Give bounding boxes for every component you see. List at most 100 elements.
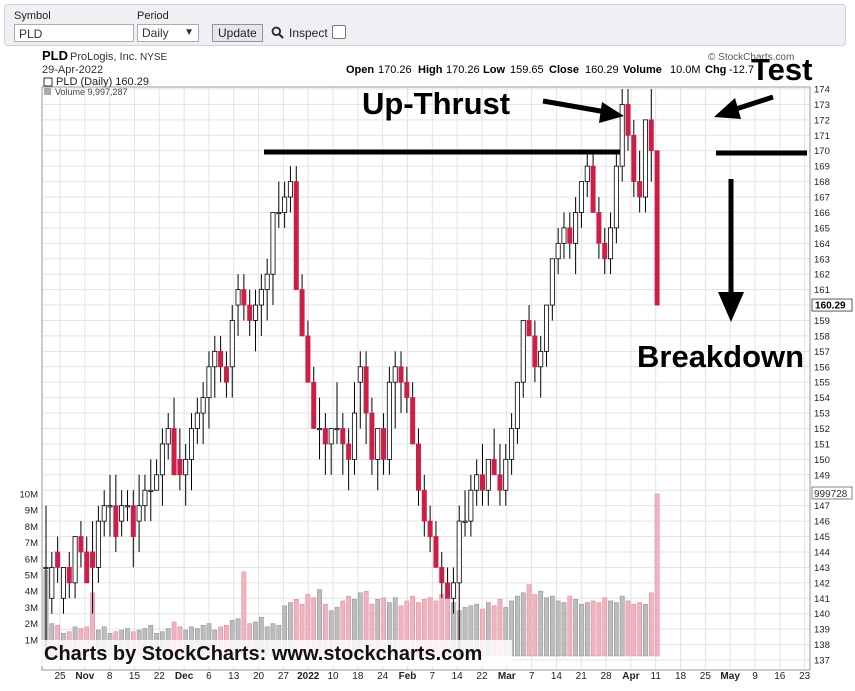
update-button[interactable]: Update	[212, 24, 263, 42]
candle-body	[136, 505, 142, 522]
date-tick-label: 11	[651, 671, 662, 682]
exchange: NYSE	[140, 52, 168, 63]
candle-body	[258, 289, 264, 306]
candle-body	[555, 242, 561, 260]
chart-area: 1371381391401411421431441451461471481491…	[0, 46, 855, 686]
candle-body	[270, 212, 276, 275]
candle-body	[299, 289, 305, 337]
inspect-checkbox[interactable]	[332, 25, 346, 39]
date-tick-label: 13	[228, 671, 240, 682]
candle-body	[322, 428, 328, 445]
volume-bar	[561, 602, 567, 657]
candle-body	[433, 536, 439, 568]
date-tick-label: 9	[752, 671, 758, 682]
candle-body	[247, 304, 253, 321]
candle-body	[497, 474, 503, 491]
volume-bars	[43, 493, 660, 657]
candle-body	[526, 320, 532, 337]
volume-bar	[579, 603, 584, 657]
volume-tick-label: 9M	[25, 506, 38, 517]
price-tick-label: 152	[814, 424, 830, 435]
upthrust-label: Up-Thrust	[362, 86, 510, 121]
candle-body	[375, 428, 381, 460]
low-label: Low	[483, 64, 505, 76]
breakdown-arrow	[718, 179, 744, 322]
candle-body	[637, 181, 643, 198]
price-tick-label: 154	[814, 393, 830, 404]
price-tag: 160.29	[811, 298, 853, 312]
candle-body	[456, 520, 462, 584]
chevron-down-icon: ▼	[184, 27, 194, 38]
date-tick-label: 14	[551, 671, 563, 682]
price-legend: PLD (Daily) 160.29	[56, 76, 149, 88]
chart-date: 29-Apr-2022	[42, 64, 103, 76]
price-tick-label: 157	[814, 347, 830, 358]
candle-body	[351, 412, 357, 460]
candle-body	[439, 567, 445, 584]
date-tick-label: Feb	[399, 671, 417, 682]
period-select[interactable]: Daily ▼	[137, 24, 199, 42]
candle-body	[188, 428, 194, 460]
candle-body	[445, 582, 451, 599]
volume-bar	[538, 590, 544, 657]
candle-body	[235, 289, 241, 306]
candles	[43, 89, 660, 660]
candle-body	[608, 227, 614, 260]
volume-bar	[573, 599, 578, 657]
date-tick-label: 28	[600, 671, 612, 682]
candle-body	[264, 273, 270, 291]
candle-body	[485, 458, 491, 491]
candle-body	[654, 150, 660, 306]
candle-body	[404, 381, 410, 399]
price-tick-label: 151	[814, 439, 830, 450]
watermark: Charts by StockCharts: www.stockcharts.c…	[44, 643, 482, 665]
candle-body	[613, 165, 619, 229]
candle-body	[84, 551, 90, 584]
candle-body	[101, 505, 107, 522]
search-icon	[271, 26, 284, 39]
volume-bar	[643, 603, 648, 657]
volume-tick-label: 6M	[25, 554, 38, 565]
candle-body	[142, 489, 148, 507]
volume-bar	[619, 595, 625, 657]
volume-bar	[584, 602, 590, 657]
candle-body	[276, 212, 282, 215]
price-tick-label: 158	[814, 331, 830, 342]
price-tick-label: 155	[814, 378, 830, 389]
price-tick-label: 170	[814, 146, 830, 157]
candle-body	[165, 428, 171, 445]
period-select-value: Daily	[142, 26, 169, 40]
candle-body	[468, 489, 474, 522]
candle-body	[648, 119, 654, 152]
candle-body	[514, 381, 520, 429]
close-value: 160.29	[585, 64, 619, 76]
candle-body	[479, 474, 485, 491]
volume-tick-label: 8M	[25, 522, 38, 533]
candle-body	[78, 536, 84, 553]
candle-body	[357, 366, 363, 383]
candle-body	[625, 104, 631, 136]
symbol-label: Symbol	[14, 10, 51, 22]
candle-body	[369, 412, 375, 460]
date-tick-label: 25	[700, 671, 712, 682]
volume-bar	[608, 600, 613, 657]
price-tick-label: 150	[814, 455, 830, 466]
candle-body	[503, 458, 509, 491]
volume-tick-label: 5M	[25, 571, 38, 582]
price-tick-label: 137	[814, 656, 830, 667]
candle-body	[491, 458, 497, 476]
candle-body	[293, 181, 299, 291]
date-axis: 25 Nov 8 15 22 Dec 6 13 20 27 2022 10 18 24 Feb 7 14 22 Ma…	[54, 671, 810, 682]
candle-body	[340, 428, 346, 445]
candle-body	[177, 458, 183, 476]
test-label: Test	[751, 52, 812, 87]
volume-bar	[549, 595, 555, 657]
price-tick-label: 141	[814, 594, 830, 605]
company-name: ProLogis, Inc.	[70, 51, 137, 63]
price-axis: 1371381391401411421431441451461471481491…	[814, 85, 830, 667]
volume-bar	[544, 597, 549, 657]
price-tick-label: 161	[814, 285, 830, 296]
symbol-input[interactable]: PLD	[14, 24, 134, 42]
price-tick-label: 165	[814, 223, 830, 234]
price-tick-label: 167	[814, 193, 830, 204]
